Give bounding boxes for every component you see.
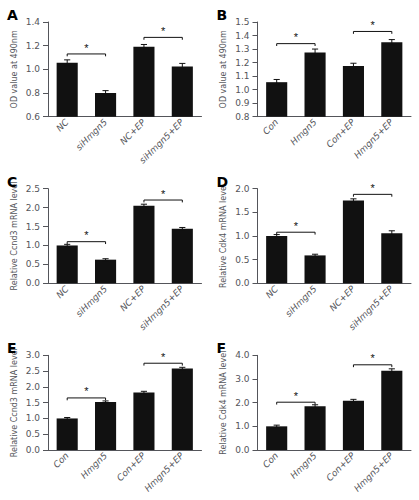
svg-text:Hmgn5+EP: Hmgn5+EP — [352, 117, 396, 161]
svg-text:NC: NC — [54, 117, 71, 134]
svg-text:Con+EP: Con+EP — [324, 450, 357, 483]
svg-text:1.0: 1.0 — [26, 240, 41, 250]
svg-text:*: * — [161, 25, 166, 37]
svg-text:*: * — [161, 351, 166, 363]
svg-text:Con+EP: Con+EP — [115, 450, 148, 483]
svg-text:2.5: 2.5 — [26, 184, 40, 194]
svg-text:siHmgn5: siHmgn5 — [74, 117, 109, 152]
svg-text:NC+EP: NC+EP — [328, 283, 358, 313]
svg-text:Hmgn5+EP: Hmgn5+EP — [143, 450, 187, 494]
svg-text:1.0: 1.0 — [26, 413, 41, 423]
svg-text:0.8: 0.8 — [235, 112, 250, 122]
svg-text:Con: Con — [51, 450, 71, 470]
svg-text:D: D — [217, 174, 229, 190]
svg-text:2.0: 2.0 — [235, 398, 250, 408]
svg-text:1.3: 1.3 — [235, 44, 249, 54]
svg-text:1.4: 1.4 — [26, 17, 41, 27]
svg-text:B: B — [217, 7, 228, 23]
svg-text:*: * — [161, 188, 166, 200]
svg-text:Relative Cdk4 mRNA level: Relative Cdk4 mRNA level — [219, 351, 228, 455]
svg-text:*: * — [84, 42, 89, 54]
svg-text:*: * — [370, 352, 375, 364]
svg-text:siHmgn5+EP: siHmgn5+EP — [137, 117, 186, 166]
svg-text:0.0: 0.0 — [26, 278, 41, 288]
svg-text:*: * — [370, 19, 375, 31]
svg-text:*: * — [294, 31, 299, 43]
svg-text:1.0: 1.0 — [26, 64, 41, 74]
svg-text:*: * — [370, 182, 375, 194]
svg-text:0.8: 0.8 — [26, 88, 41, 98]
svg-text:E: E — [7, 340, 17, 356]
svg-text:0.0: 0.0 — [26, 445, 41, 455]
svg-text:Hmgn5+EP: Hmgn5+EP — [352, 450, 396, 494]
svg-text:2.0: 2.0 — [26, 203, 41, 213]
svg-text:1.5: 1.5 — [235, 207, 249, 217]
svg-text:0.0: 0.0 — [235, 445, 250, 455]
svg-text:Relative Cdk4 mRNA level: Relative Cdk4 mRNA level — [219, 184, 228, 288]
svg-text:Con: Con — [261, 450, 281, 470]
svg-text:1.0: 1.0 — [235, 231, 250, 241]
svg-text:*: * — [294, 390, 299, 402]
svg-text:siHmgn5+EP: siHmgn5+EP — [347, 283, 396, 332]
svg-text:F: F — [217, 340, 227, 356]
svg-text:0.5: 0.5 — [26, 259, 40, 269]
svg-text:siHmgn5: siHmgn5 — [74, 284, 109, 319]
svg-text:1.5: 1.5 — [235, 17, 249, 27]
svg-text:0.5: 0.5 — [235, 255, 249, 265]
svg-text:NC+EP: NC+EP — [118, 117, 148, 147]
svg-text:0.5: 0.5 — [26, 429, 40, 439]
svg-text:Con+EP: Con+EP — [324, 117, 357, 150]
svg-text:1.2: 1.2 — [26, 41, 40, 51]
svg-text:Relative Ccnd3 mRNA level: Relative Ccnd3 mRNA level — [10, 348, 19, 457]
svg-text:Hmgn5: Hmgn5 — [288, 450, 318, 480]
svg-text:0.0: 0.0 — [235, 278, 250, 288]
svg-text:3.0: 3.0 — [235, 374, 250, 384]
svg-text:C: C — [7, 174, 17, 190]
svg-text:2.0: 2.0 — [235, 184, 250, 194]
svg-text:0.9: 0.9 — [235, 98, 250, 108]
svg-text:2.5: 2.5 — [26, 366, 40, 376]
svg-text:NC+EP: NC+EP — [118, 283, 148, 313]
svg-text:1.1: 1.1 — [235, 71, 249, 81]
svg-text:1.0: 1.0 — [235, 421, 250, 431]
svg-text:Hmgn5: Hmgn5 — [79, 450, 109, 480]
svg-text:1.5: 1.5 — [26, 222, 40, 232]
svg-text:NC: NC — [54, 283, 71, 300]
svg-text:*: * — [84, 229, 89, 241]
svg-text:3.0: 3.0 — [26, 350, 41, 360]
svg-text:A: A — [7, 7, 18, 23]
svg-text:*: * — [84, 385, 89, 397]
svg-text:OD value at 490nm: OD value at 490nm — [219, 30, 228, 108]
svg-text:Relative Ccnd3 mRNA level: Relative Ccnd3 mRNA level — [10, 182, 19, 291]
svg-text:Hmgn5: Hmgn5 — [288, 117, 318, 147]
svg-text:siHmgn5+EP: siHmgn5+EP — [137, 283, 186, 332]
svg-text:2.0: 2.0 — [26, 382, 41, 392]
svg-text:1.5: 1.5 — [26, 398, 40, 408]
svg-text:NC: NC — [264, 283, 281, 300]
svg-text:1.2: 1.2 — [235, 58, 249, 68]
svg-text:0.6: 0.6 — [26, 112, 41, 122]
svg-text:siHmgn5: siHmgn5 — [283, 284, 318, 319]
svg-text:1.0: 1.0 — [235, 85, 250, 95]
svg-text:OD value at 490nm: OD value at 490nm — [10, 30, 19, 108]
svg-text:4.0: 4.0 — [235, 350, 250, 360]
svg-text:Con: Con — [261, 117, 281, 137]
svg-text:1.4: 1.4 — [235, 31, 250, 41]
svg-text:*: * — [294, 220, 299, 232]
